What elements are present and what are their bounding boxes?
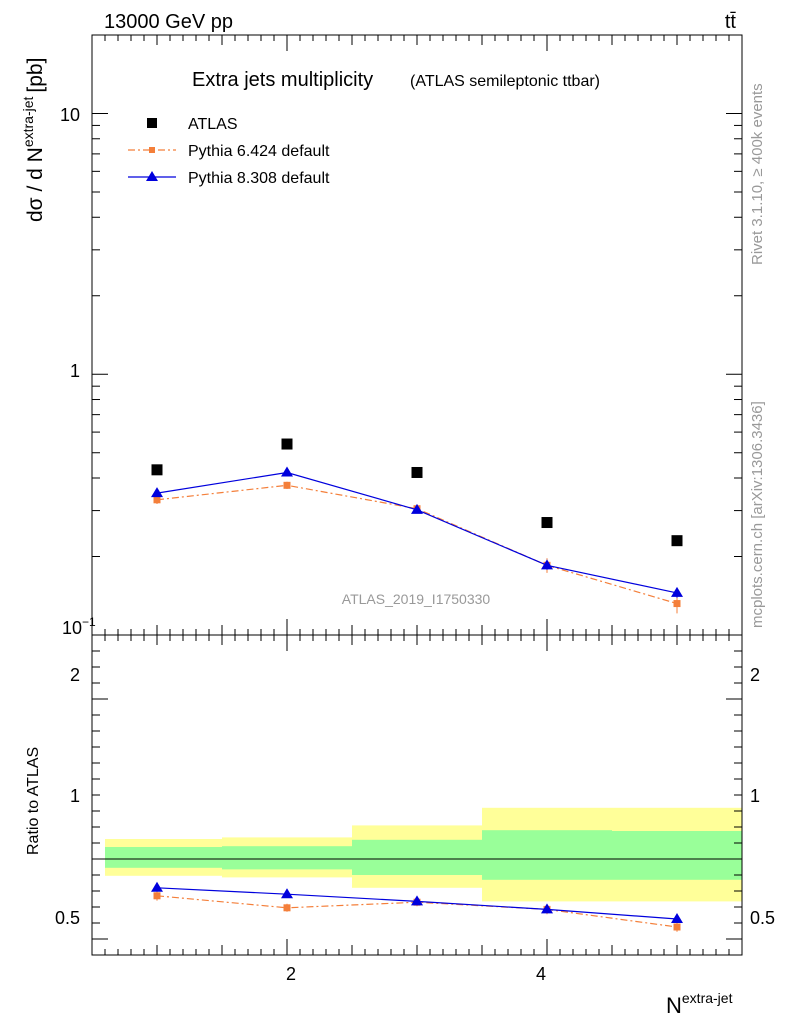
pythia6-line (156, 484, 678, 605)
chart-title: Extra jets multiplicity (192, 69, 373, 91)
legend-item-pythia8: Pythia 8.308 default (128, 170, 330, 187)
ratio-y-tick-label-1: 1 (70, 786, 80, 806)
pythia8-point (281, 466, 293, 477)
ratio-band-inner (105, 847, 222, 868)
pythia8-point (411, 503, 423, 514)
ratio-y-tick-label-right-0: 0.5 (750, 908, 775, 928)
y-tick-label-2: 10 (60, 105, 80, 125)
legend-atlas-label: ATLAS (188, 116, 238, 133)
legend-atlas-marker (147, 118, 157, 128)
main-series-layer (151, 438, 683, 614)
legend-pythia6-label: Pythia 6.424 default (188, 143, 330, 160)
x-axis-label: Nextra-jet (666, 990, 733, 1018)
legend: ATLAS Pythia 6.424 default Pythia 8.308 … (128, 116, 330, 187)
x-axis-label-main: N (666, 993, 682, 1018)
y-tick-label-1: 1 (70, 361, 80, 381)
main-panel: Extra jets multiplicity (ATLAS semilepto… (20, 34, 743, 638)
ratio-y-axis-label: Ratio to ATLAS (25, 747, 42, 855)
chart-subtitle: (ATLAS semileptonic ttbar) (410, 73, 600, 90)
ratio-pythia8-point (281, 888, 293, 899)
ratio-band-inner (352, 839, 482, 875)
atlas-point (671, 535, 683, 547)
legend-item-pythia6: Pythia 6.424 default (128, 143, 330, 160)
legend-item-atlas: ATLAS (147, 116, 238, 133)
pythia8-point (671, 586, 683, 597)
atlas-point (411, 466, 423, 478)
atlas-point (541, 517, 553, 529)
x-axis-label-sup: extra-jet (682, 990, 733, 1006)
ratio-band-inner (612, 831, 742, 880)
y-axis-label-unit: [pb] (24, 58, 47, 93)
ratio-panel: Ratio to ATLAS 0.5 1 2 0.5 1 2 2 4 Nextr… (25, 634, 775, 1018)
y-tick-label-0-base: 10 (62, 618, 82, 638)
x-tick-label-2: 2 (286, 964, 296, 984)
ratio-bands-layer (92, 807, 742, 902)
ratio-axis-ticks (91, 634, 743, 956)
pythia6-point (153, 496, 161, 504)
pythia8-point (151, 487, 163, 498)
y-axis-label-sup: extra-jet (20, 96, 36, 147)
analysis-watermark: ATLAS_2019_I1750330 (342, 591, 491, 607)
ratio-band-inner (222, 846, 352, 870)
ratio-pythia6-point (673, 923, 681, 931)
x-tick-label-4: 4 (536, 964, 546, 984)
ratio-y-tick-label-2: 2 (70, 665, 80, 685)
ratio-pythia6-point (153, 892, 161, 900)
ratio-y-tick-label-right-1: 1 (750, 786, 760, 806)
ratio-pythia8-point (151, 881, 163, 892)
ratio-pythia8-point (671, 913, 683, 923)
legend-pythia8-marker (146, 171, 158, 181)
ratio-band-inner (482, 830, 612, 880)
ratio-pythia8-point (541, 903, 553, 914)
rivet-label: Rivet 3.1.10, ≥ 400k events (749, 83, 766, 265)
y-tick-label-0: 10−1 (62, 615, 96, 638)
y-axis-label: dσ / d Nextra-jet [pb] (20, 58, 47, 222)
pythia6-point (283, 481, 291, 489)
process-label: tt̄ (725, 11, 737, 33)
y-tick-label-0-exp: −1 (82, 615, 96, 629)
legend-pythia8-label: Pythia 8.308 default (188, 170, 330, 187)
ratio-pythia6-point (283, 904, 291, 912)
pythia8-point (541, 559, 553, 570)
ratio-y-tick-label-right-2: 2 (750, 665, 760, 685)
legend-pythia6-marker (149, 147, 155, 153)
energy-label: 13000 GeV pp (104, 11, 233, 33)
atlas-point (151, 464, 163, 476)
pythia6-point (673, 600, 681, 608)
y-axis-label-main: dσ / d N (24, 147, 47, 222)
atlas-point (281, 438, 293, 450)
ratio-pythia8-point (411, 895, 423, 906)
ratio-frame (91, 634, 743, 956)
mcplots-label: mcplots.cern.ch [arXiv:1306.3436] (749, 401, 766, 628)
ratio-series-layer (151, 881, 683, 932)
ratio-y-tick-label-0: 0.5 (55, 908, 80, 928)
